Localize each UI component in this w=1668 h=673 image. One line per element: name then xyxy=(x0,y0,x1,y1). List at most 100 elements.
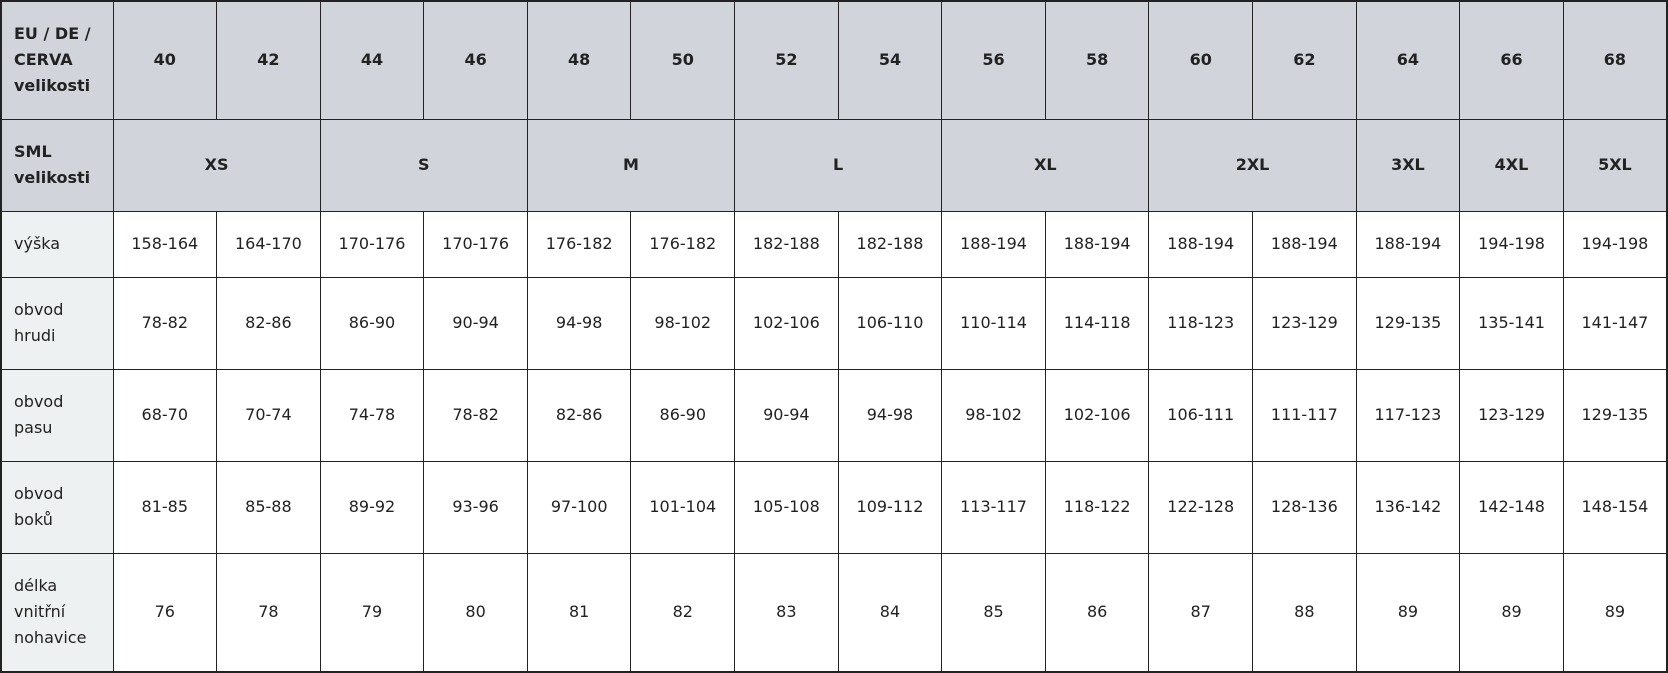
sml-size-cell: 5XL xyxy=(1562,118,1668,212)
measurement-cell: 86-90 xyxy=(630,368,736,462)
measurement-cell: 188-194 xyxy=(941,210,1046,278)
measurement-cell: 80 xyxy=(423,552,528,673)
table-row: obvod hrudi 78-82 82-86 86-90 90-94 94-98 98-1… xyxy=(0,276,1668,370)
measurement-cell: 89 xyxy=(1459,552,1564,673)
measurement-cell: 74-78 xyxy=(319,368,425,462)
measurement-cell: 82-86 xyxy=(216,276,321,370)
measurement-cell: 78-82 xyxy=(423,368,528,462)
measurement-cell: 81 xyxy=(526,552,632,673)
measurement-cell: 90-94 xyxy=(734,368,839,462)
row-label: délka vnitřní nohavice xyxy=(0,552,114,673)
measurement-cell: 142-148 xyxy=(1459,460,1564,554)
row-label: SML velikosti xyxy=(0,118,114,212)
row-label: obvod hrudi xyxy=(0,276,114,370)
table-row: obvod pasu 68-70 70-74 74-78 78-82 82-86 86-90… xyxy=(0,368,1668,462)
eu-size-cell: 44 xyxy=(319,0,425,120)
table-row: výška 158-164 164-170 170-176 170-176 176-182… xyxy=(0,210,1668,278)
sml-size-row: SML velikosti XS S M L XL 2XL 3XL 4XL 5XL xyxy=(0,118,1668,212)
eu-size-cell: 54 xyxy=(837,0,943,120)
eu-size-cell: 42 xyxy=(216,0,321,120)
measurement-cell: 176-182 xyxy=(630,210,736,278)
measurement-cell: 188-194 xyxy=(1044,210,1150,278)
measurement-cell: 188-194 xyxy=(1252,210,1357,278)
measurement-cell: 68-70 xyxy=(112,368,218,462)
measurement-cell: 105-108 xyxy=(734,460,839,554)
measurement-cell: 82-86 xyxy=(526,368,632,462)
row-label: obvod boků xyxy=(0,460,114,554)
measurement-cell: 78-82 xyxy=(112,276,218,370)
measurement-cell: 102-106 xyxy=(1044,368,1150,462)
measurement-cell: 90-94 xyxy=(423,276,528,370)
eu-size-cell: 46 xyxy=(423,0,528,120)
measurement-cell: 129-135 xyxy=(1562,368,1668,462)
table-row: obvod boků 81-85 85-88 89-92 93-96 97-100 101-… xyxy=(0,460,1668,554)
measurement-cell: 118-122 xyxy=(1044,460,1150,554)
measurement-cell: 110-114 xyxy=(941,276,1046,370)
measurement-cell: 129-135 xyxy=(1355,276,1461,370)
measurement-cell: 102-106 xyxy=(734,276,839,370)
measurement-cell: 111-117 xyxy=(1252,368,1357,462)
measurement-cell: 89 xyxy=(1355,552,1461,673)
eu-size-cell: 64 xyxy=(1355,0,1461,120)
eu-size-cell: 66 xyxy=(1459,0,1564,120)
measurement-cell: 106-111 xyxy=(1148,368,1254,462)
measurement-cell: 123-129 xyxy=(1252,276,1357,370)
measurement-cell: 158-164 xyxy=(112,210,218,278)
sml-size-cell: L xyxy=(734,118,943,212)
measurement-cell: 78 xyxy=(216,552,321,673)
measurement-cell: 118-123 xyxy=(1148,276,1254,370)
measurement-cell: 170-176 xyxy=(423,210,528,278)
eu-size-cell: 52 xyxy=(734,0,839,120)
row-label: EU / DE / CERVA velikosti xyxy=(0,0,114,120)
measurement-cell: 148-154 xyxy=(1562,460,1668,554)
measurement-cell: 182-188 xyxy=(734,210,839,278)
measurement-cell: 136-142 xyxy=(1355,460,1461,554)
sml-size-cell: S xyxy=(319,118,528,212)
measurement-cell: 109-112 xyxy=(837,460,943,554)
eu-size-cell: 56 xyxy=(941,0,1046,120)
measurement-cell: 70-74 xyxy=(216,368,321,462)
measurement-cell: 123-129 xyxy=(1459,368,1564,462)
measurement-cell: 122-128 xyxy=(1148,460,1254,554)
measurement-cell: 114-118 xyxy=(1044,276,1150,370)
measurement-cell: 87 xyxy=(1148,552,1254,673)
measurement-cell: 85-88 xyxy=(216,460,321,554)
eu-size-cell: 50 xyxy=(630,0,736,120)
measurement-cell: 188-194 xyxy=(1355,210,1461,278)
measurement-cell: 89 xyxy=(1562,552,1668,673)
sml-size-cell: 4XL xyxy=(1459,118,1564,212)
measurement-cell: 85 xyxy=(941,552,1046,673)
measurement-cell: 106-110 xyxy=(837,276,943,370)
measurement-cell: 82 xyxy=(630,552,736,673)
measurement-cell: 164-170 xyxy=(216,210,321,278)
measurement-cell: 117-123 xyxy=(1355,368,1461,462)
measurement-cell: 94-98 xyxy=(526,276,632,370)
sml-size-cell: XL xyxy=(941,118,1150,212)
eu-size-cell: 48 xyxy=(526,0,632,120)
measurement-cell: 93-96 xyxy=(423,460,528,554)
row-label: výška xyxy=(0,210,114,278)
sml-size-cell: 3XL xyxy=(1355,118,1461,212)
measurement-cell: 194-198 xyxy=(1459,210,1564,278)
measurement-cell: 84 xyxy=(837,552,943,673)
eu-size-cell: 58 xyxy=(1044,0,1150,120)
measurement-cell: 97-100 xyxy=(526,460,632,554)
measurement-cell: 89-92 xyxy=(319,460,425,554)
sml-size-cell: M xyxy=(526,118,736,212)
measurement-cell: 101-104 xyxy=(630,460,736,554)
measurement-cell: 81-85 xyxy=(112,460,218,554)
measurement-cell: 98-102 xyxy=(630,276,736,370)
eu-size-cell: 60 xyxy=(1148,0,1254,120)
eu-size-cell: 68 xyxy=(1562,0,1668,120)
measurement-cell: 182-188 xyxy=(837,210,943,278)
measurement-cell: 194-198 xyxy=(1562,210,1668,278)
measurement-cell: 98-102 xyxy=(941,368,1046,462)
measurement-cell: 176-182 xyxy=(526,210,632,278)
eu-size-cell: 62 xyxy=(1252,0,1357,120)
table-row: délka vnitřní nohavice 76 78 79 80 81 82 83 84 85… xyxy=(0,552,1668,673)
measurement-cell: 188-194 xyxy=(1148,210,1254,278)
measurement-cell: 128-136 xyxy=(1252,460,1357,554)
eu-size-cell: 40 xyxy=(112,0,218,120)
measurement-cell: 113-117 xyxy=(941,460,1046,554)
